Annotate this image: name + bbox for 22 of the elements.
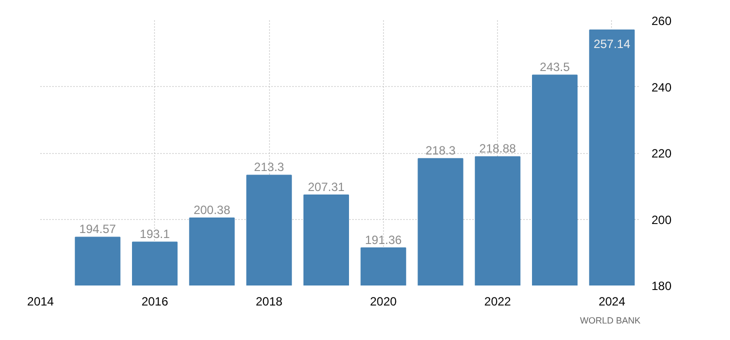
y-tick-label: 260 [652,14,672,28]
x-tick-label: 2024 [598,294,626,308]
data-label: 213.3 [254,160,284,174]
data-label: 218.88 [479,142,516,156]
data-label: 243.5 [540,60,570,74]
y-tick-label: 240 [652,80,672,94]
data-label: 194.57 [79,222,116,236]
x-tick-label: 2016 [141,294,168,308]
y-tick-label: 220 [652,146,672,160]
data-label: 200.38 [194,202,231,217]
x-tick-label: 2022 [484,294,512,308]
data-label: 193.1 [140,227,170,242]
y-tick-label: 200 [652,212,672,227]
x-tick-label: 2018 [256,294,283,308]
data-label: 257.14 [594,36,631,51]
y-tick-label: 180 [652,279,672,293]
text: WORLD BANK [580,316,641,326]
data-label: 218.3 [425,144,456,158]
data-label: 191.36 [365,232,402,247]
x-tick-label: 2014 [27,294,54,308]
x-tick-label: 2020 [370,294,398,308]
data-label: 207.31 [308,180,345,194]
